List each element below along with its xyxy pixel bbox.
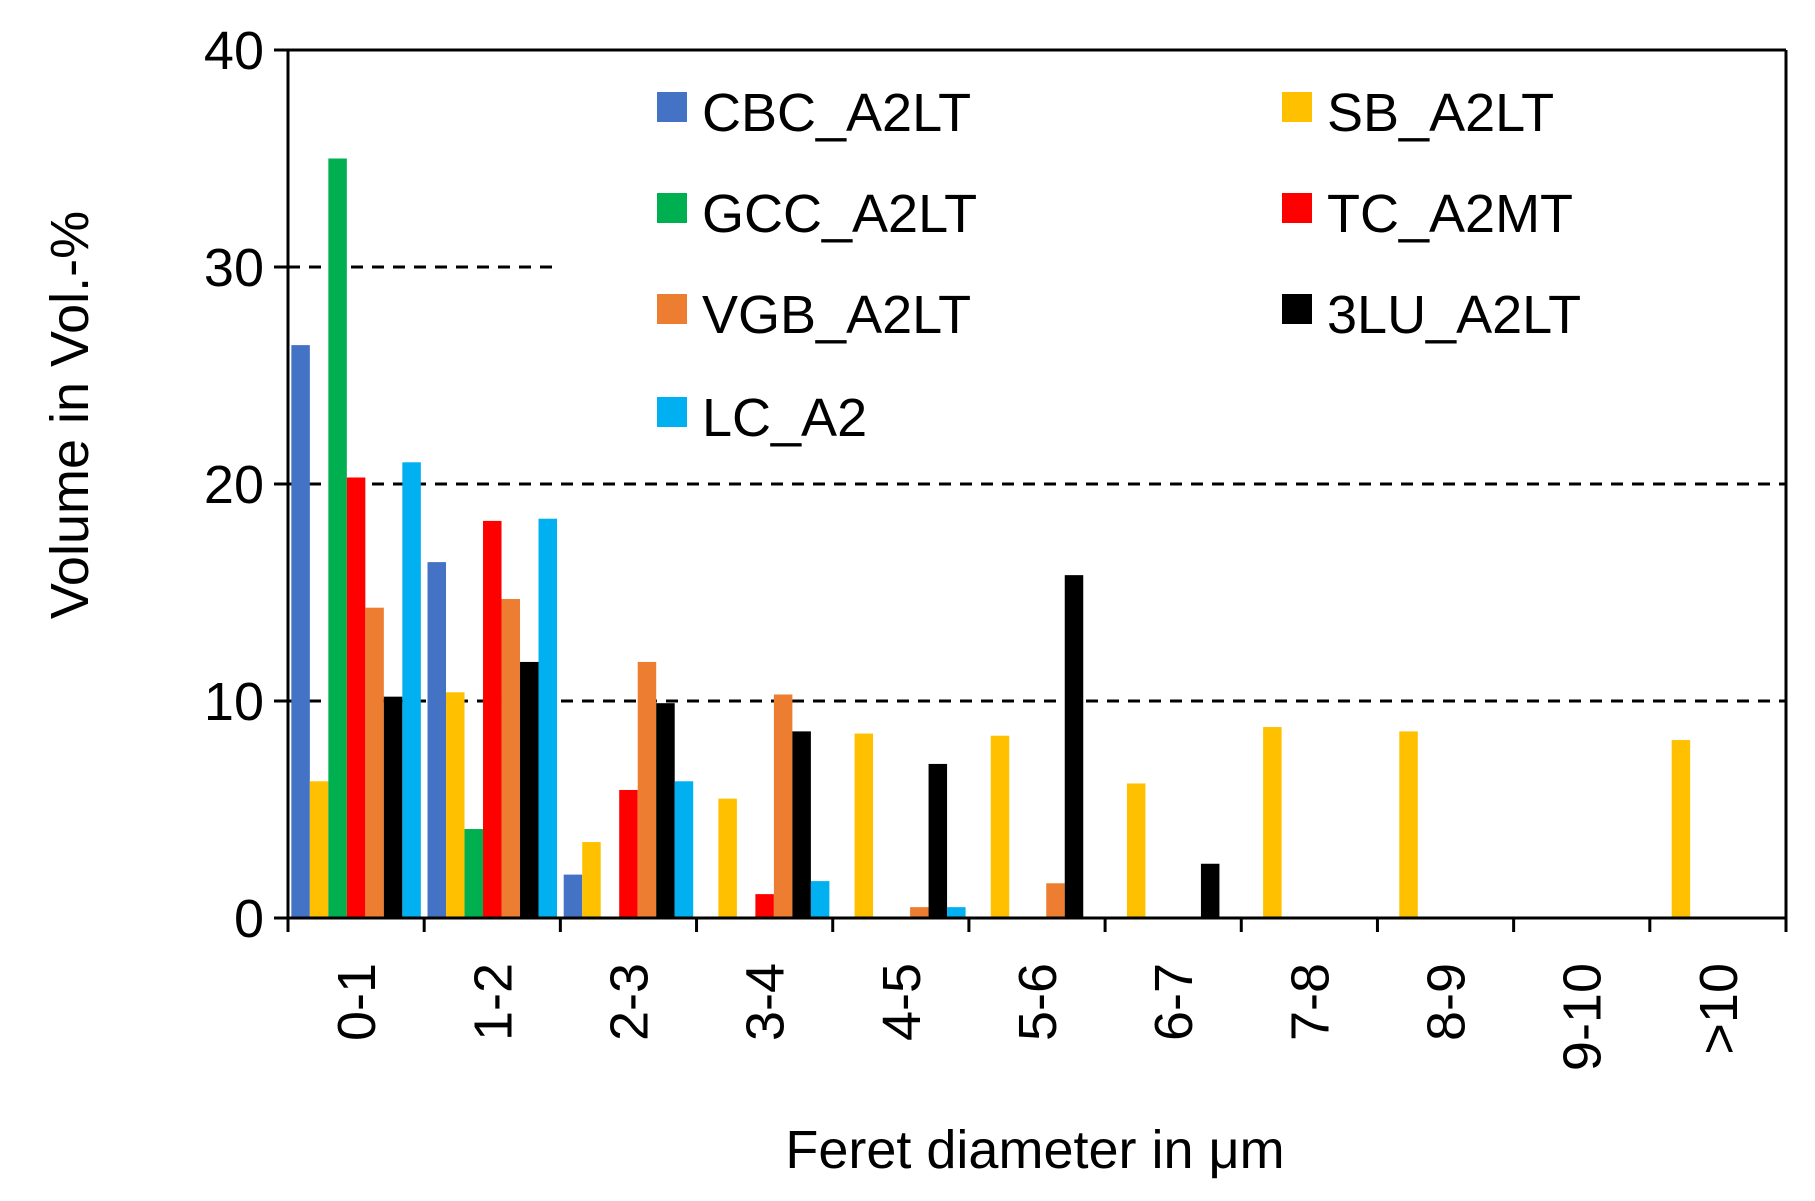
bar: [1126, 783, 1146, 918]
x-tick-label: 7-8: [1280, 963, 1340, 1041]
bar: [501, 599, 521, 918]
bar: [1263, 727, 1282, 918]
bar: [383, 696, 403, 918]
bar: [427, 562, 447, 918]
bar: [520, 661, 539, 918]
bars: [291, 158, 1691, 918]
x-tick-label: >10: [1689, 963, 1749, 1055]
bar: [854, 733, 874, 918]
bar: [674, 781, 694, 918]
y-tick-label: 40: [204, 21, 264, 81]
legend-swatch: [1282, 193, 1312, 223]
y-tick-label: 10: [204, 672, 264, 732]
x-tick-label: 2-3: [599, 963, 659, 1041]
legend-swatch: [657, 92, 687, 122]
legend-label: 3LU_A2LT: [1327, 285, 1581, 345]
bar: [563, 874, 583, 918]
bar: [365, 607, 384, 918]
legend-label: LC_A2: [702, 388, 867, 448]
bar: [810, 881, 830, 918]
bar: [464, 829, 484, 918]
bar: [773, 694, 793, 918]
bar: [402, 462, 421, 918]
bar: [619, 789, 638, 918]
bar: [1671, 740, 1691, 918]
legend-entry: SB_A2LT: [1282, 83, 1554, 143]
bar: [910, 907, 929, 918]
bar: [792, 731, 811, 918]
legend-swatch: [657, 294, 687, 324]
y-tick-label: 0: [234, 889, 264, 949]
x-tick-label: 5-6: [1008, 963, 1068, 1041]
bar: [637, 661, 657, 918]
bar: [947, 907, 966, 918]
legend-swatch: [1282, 294, 1312, 324]
bar: [582, 842, 601, 918]
x-tick-label: 3-4: [736, 963, 796, 1041]
legend-label: GCC_A2LT: [702, 184, 977, 244]
bar: [483, 520, 502, 918]
bar: [309, 781, 329, 918]
bar: [346, 477, 366, 918]
x-tick-label: 9-10: [1553, 963, 1613, 1071]
bar: [928, 763, 948, 918]
x-tick-label: 4-5: [872, 963, 932, 1041]
legend-entry: GCC_A2LT: [657, 184, 977, 244]
x-tick-label: 8-9: [1417, 963, 1477, 1041]
x-ticks: 0-1 1-2 2-3 3-4 4-5 5-6 6-7 7-8 8-9 9-10 >10: [286, 918, 1788, 1071]
bar: [328, 158, 347, 918]
legend-label: SB_A2LT: [1327, 83, 1554, 143]
x-tick-label: 0-1: [327, 963, 387, 1041]
bar: [1200, 863, 1220, 918]
y-tick-label: 20: [204, 455, 264, 515]
y-tick-label: 30: [204, 238, 264, 298]
legend-entry: TC_A2MT: [1282, 184, 1573, 244]
bar: [990, 735, 1010, 918]
legend-swatch: [657, 193, 687, 223]
bar: [446, 692, 465, 918]
x-tick-label: 1-2: [463, 963, 523, 1041]
x-axis-title: Feret diameter in μm: [785, 1120, 1284, 1180]
x-tick-label: 6-7: [1144, 963, 1204, 1041]
y-axis-title: Volume in Vol.-%: [40, 211, 100, 619]
bar: [755, 894, 774, 918]
bar: [718, 798, 737, 918]
legend-entry: LC_A2: [657, 388, 867, 448]
bar: [291, 345, 310, 918]
legend-label: CBC_A2LT: [702, 83, 971, 143]
legend-label: VGB_A2LT: [702, 285, 971, 345]
legend-swatch: [1282, 92, 1312, 122]
bar: [538, 518, 558, 918]
legend: CBC_A2LT GCC_A2LT VGB_A2LT LC_A2 SB_A2LT TC_A…: [657, 83, 1581, 448]
bar: [1046, 883, 1065, 918]
bar: [1064, 575, 1084, 918]
legend-entry: CBC_A2LT: [657, 83, 971, 143]
legend-label: TC_A2MT: [1327, 184, 1573, 244]
y-ticks: 0 10 20 30 40: [204, 21, 288, 949]
bar: [1399, 731, 1418, 918]
legend-swatch: [657, 397, 687, 427]
legend-entry: 3LU_A2LT: [1282, 285, 1581, 345]
legend-entry: VGB_A2LT: [657, 285, 971, 345]
bar: [656, 703, 675, 918]
